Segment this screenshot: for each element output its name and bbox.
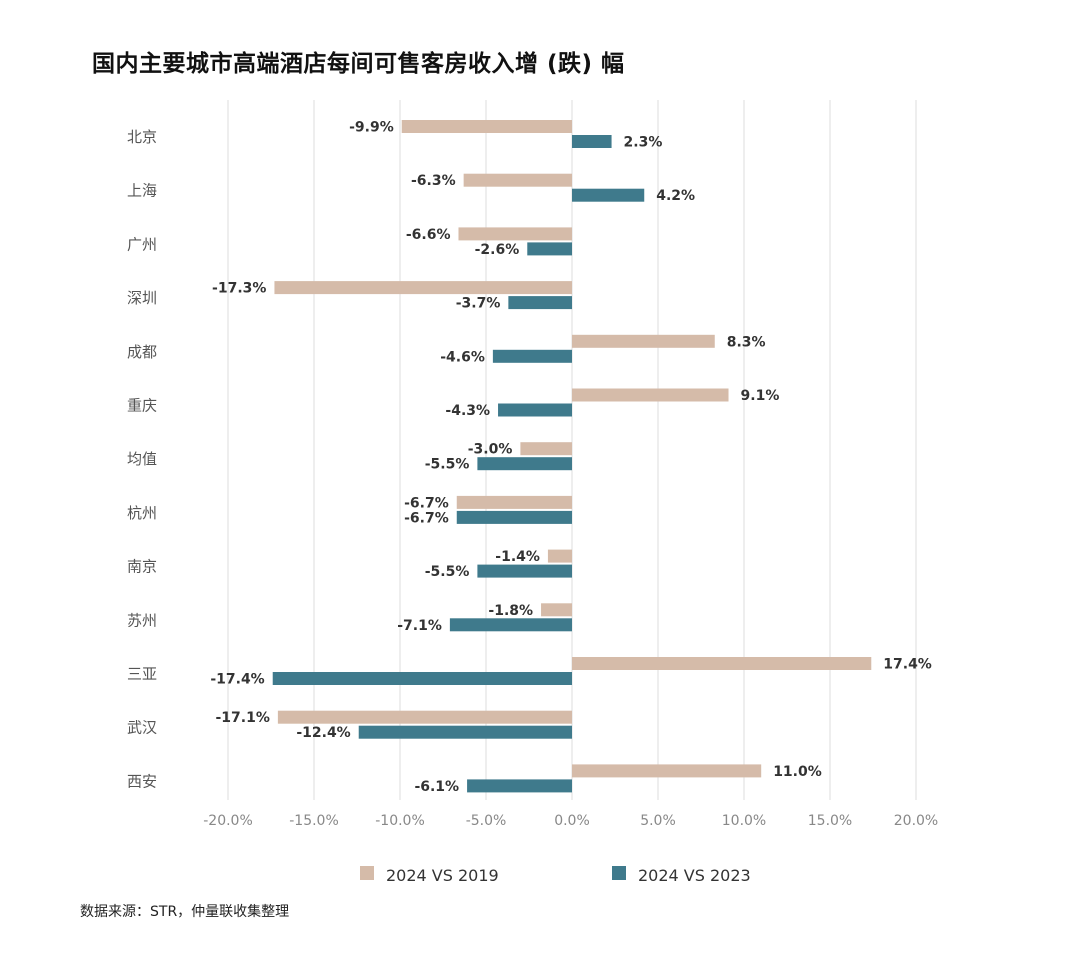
data-label: -7.1% [397, 618, 442, 634]
bar-2024-vs-2019 [463, 173, 572, 187]
bar-2024-vs-2023 [456, 510, 572, 524]
category-label: 武汉 [127, 719, 157, 737]
bar-2024-vs-2019 [572, 657, 872, 670]
data-label: -2.6% [475, 242, 520, 258]
data-label: -5.5% [425, 457, 470, 473]
data-label: -4.6% [440, 349, 485, 365]
data-label: 2.3% [624, 135, 663, 151]
data-label: -5.5% [425, 564, 470, 580]
data-label: -6.6% [406, 227, 451, 243]
data-label: -1.4% [495, 549, 540, 565]
value-labels: -9.9% 2.3% -6.3% 4.2% -6.6% -2.6% -17.3% -3.7% 8… [210, 120, 932, 795]
x-tick-label: 15.0% [808, 813, 852, 829]
legend: 2024 VS 2019 2024 VS 2023 [360, 866, 751, 885]
x-tick-label: -10.0% [375, 813, 425, 829]
category-label: 西安 [127, 772, 157, 790]
data-label: -4.3% [445, 403, 490, 419]
x-tick-label: 10.0% [722, 813, 766, 829]
data-label: -17.3% [212, 281, 266, 297]
data-label: -9.9% [349, 120, 394, 136]
x-tick-labels: -20.0% -15.0% -10.0% -5.0% 0.0% 5.0% 10.0% 15.0… [203, 813, 938, 829]
data-label: -3.0% [468, 442, 513, 458]
data-label: 9.1% [741, 388, 780, 404]
x-tick-label: -5.0% [466, 813, 507, 829]
chart-title: 国内主要城市高端酒店每间可售客房收入增 (跌) 幅 [92, 51, 625, 77]
bar-2024-vs-2023 [477, 457, 572, 471]
data-label: -17.1% [215, 710, 269, 726]
bar-2024-vs-2023 [467, 779, 572, 793]
bar-2024-vs-2019 [572, 764, 762, 778]
category-label: 深圳 [127, 289, 157, 307]
x-tick-label: 5.0% [640, 813, 676, 829]
category-label: 均值 [127, 450, 157, 468]
bars [272, 120, 872, 793]
category-label: 广州 [127, 235, 157, 253]
bar-2024-vs-2019 [520, 442, 572, 456]
source-note: 数据来源：STR，仲量联收集整理 [80, 904, 290, 920]
x-tick-label: 0.0% [554, 813, 590, 829]
bar-2024-vs-2023 [572, 135, 612, 148]
bar-2024-vs-2023 [498, 403, 572, 417]
bar-2024-vs-2019 [572, 334, 715, 348]
category-label: 三亚 [127, 665, 157, 683]
data-label: -6.1% [414, 779, 459, 795]
category-label: 重庆 [127, 397, 157, 415]
bar-2024-vs-2023 [492, 349, 572, 363]
data-label: 4.2% [656, 188, 695, 204]
category-label: 杭州 [127, 504, 157, 522]
legend-swatch [360, 866, 374, 880]
category-label: 成都 [127, 343, 157, 361]
bar-2024-vs-2019 [541, 603, 572, 617]
category-label: 上海 [127, 182, 157, 200]
data-label: -6.3% [411, 173, 456, 189]
bar-2024-vs-2023 [272, 672, 572, 685]
legend-swatch [612, 866, 626, 880]
legend-label: 2024 VS 2023 [638, 866, 751, 885]
bar-2024-vs-2019 [547, 549, 572, 563]
legend-label: 2024 VS 2019 [386, 866, 499, 885]
data-label: -12.4% [296, 725, 350, 741]
data-label: -17.4% [210, 672, 264, 688]
data-label: 8.3% [727, 334, 766, 350]
data-label: -3.7% [456, 296, 501, 312]
bar-2024-vs-2019 [277, 710, 572, 724]
x-tick-label: -15.0% [289, 813, 339, 829]
data-label: -6.7% [404, 495, 449, 511]
x-tick-label: -20.0% [203, 813, 253, 829]
bar-2024-vs-2023 [527, 242, 572, 256]
bar-2024-vs-2023 [477, 564, 572, 578]
bar-2024-vs-2019 [456, 495, 572, 509]
category-label: 北京 [127, 128, 157, 146]
data-label: -6.7% [404, 510, 449, 526]
bar-2024-vs-2019 [458, 227, 572, 241]
x-tick-label: 20.0% [894, 813, 938, 829]
bar-2024-vs-2023 [358, 725, 572, 739]
bar-2024-vs-2023 [449, 618, 572, 632]
bar-2024-vs-2023 [508, 296, 572, 310]
data-label: -1.8% [488, 603, 533, 619]
category-label: 南京 [127, 558, 157, 576]
bar-2024-vs-2019 [572, 388, 729, 402]
category-label: 苏州 [127, 611, 157, 629]
data-label: 11.0% [773, 764, 822, 780]
bar-2024-vs-2023 [572, 188, 645, 202]
bar-2024-vs-2019 [274, 281, 572, 295]
bar-2024-vs-2019 [401, 120, 572, 133]
data-label: 17.4% [883, 657, 932, 673]
grid-lines [227, 100, 917, 800]
